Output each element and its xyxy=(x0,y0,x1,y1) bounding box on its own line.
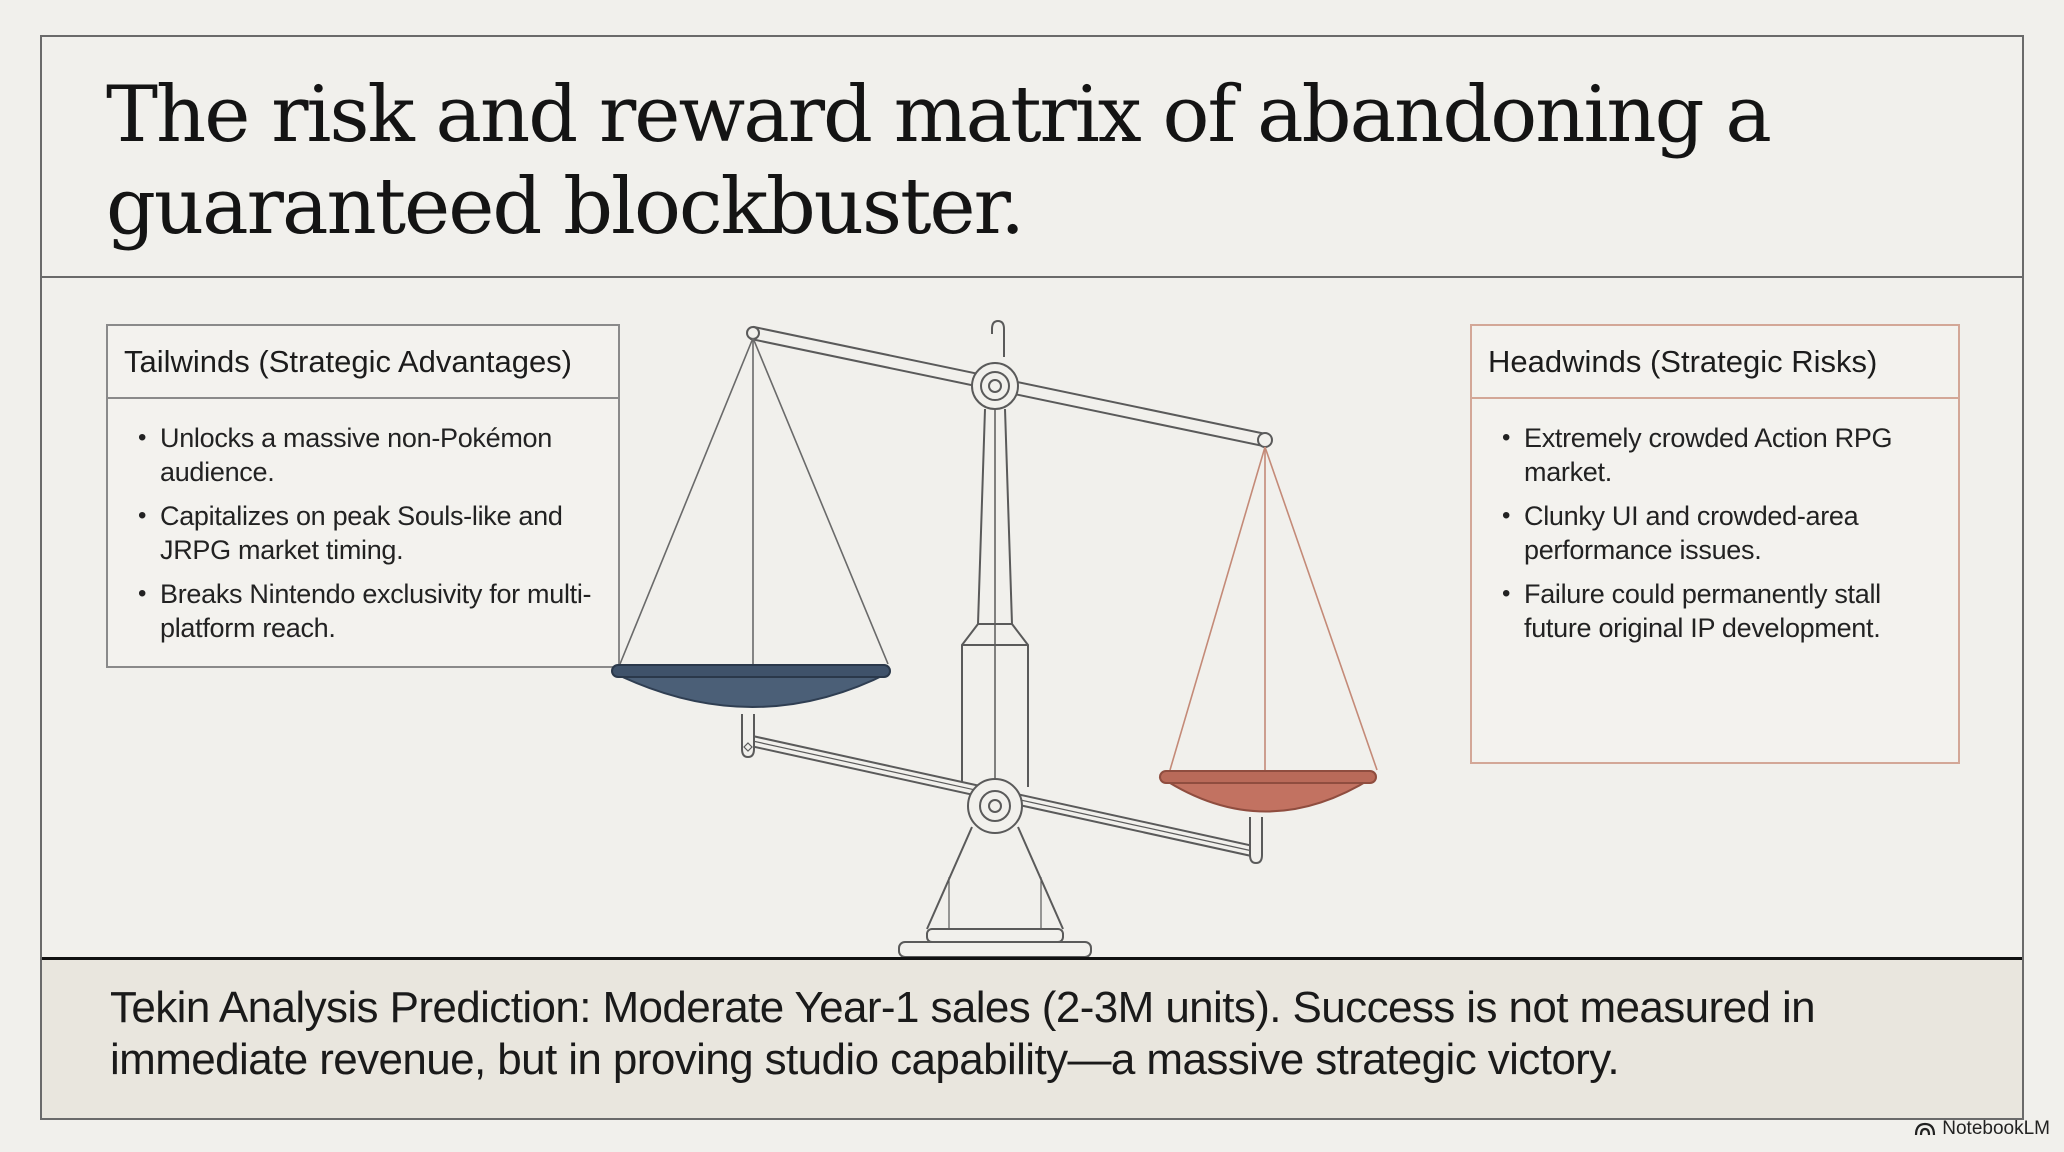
left-pan-strings xyxy=(619,337,889,665)
tailwinds-item: Capitalizes on peak Souls-like and JRPG … xyxy=(138,499,598,567)
right-pan-stem xyxy=(1249,817,1263,865)
tailwinds-panel: Tailwinds (Strategic Advantages) Unlocks… xyxy=(106,324,620,668)
tailwinds-heading: Tailwinds (Strategic Advantages) xyxy=(108,326,618,399)
balance-scale-illustration xyxy=(611,319,1378,958)
scale-base-lower xyxy=(898,941,1092,958)
scale-base-legs xyxy=(926,826,1064,930)
tailwinds-list: Unlocks a massive non-Pokémon audience. … xyxy=(108,399,618,645)
headwinds-item: Failure could permanently stall future o… xyxy=(1502,577,1938,645)
beam-right-end xyxy=(1257,432,1273,448)
headwinds-item: Clunky UI and crowded-area performance i… xyxy=(1502,499,1938,567)
brand-label: NotebookLM xyxy=(1942,1118,2050,1139)
notebooklm-logo-icon xyxy=(1915,1122,1936,1136)
headwinds-heading: Headwinds (Strategic Risks) xyxy=(1472,326,1958,399)
scale-finial xyxy=(991,319,1005,357)
right-pan xyxy=(1158,770,1377,813)
brand-watermark: NotebookLM xyxy=(1914,1118,2050,1140)
lower-pivot xyxy=(967,778,1023,834)
prediction-banner: Tekin Analysis Prediction: Moderate Year… xyxy=(42,957,2022,1118)
slide-frame: The risk and reward matrix of abandoning… xyxy=(40,35,2024,1120)
title-area: The risk and reward matrix of abandoning… xyxy=(42,37,2022,278)
slide-title: The risk and reward matrix of abandoning… xyxy=(106,70,1772,252)
beam-left-end xyxy=(746,326,760,340)
headwinds-panel: Headwinds (Strategic Risks) Extremely cr… xyxy=(1470,324,1960,764)
right-pan-strings xyxy=(1169,446,1378,771)
headwinds-list: Extremely crowded Action RPG market. Clu… xyxy=(1472,399,1958,645)
tailwinds-item: Breaks Nintendo exclusivity for multi-pl… xyxy=(138,577,598,645)
scale-column xyxy=(961,408,1029,787)
top-pivot xyxy=(971,362,1019,410)
tailwinds-item: Unlocks a massive non-Pokémon audience. xyxy=(138,421,598,489)
headwinds-item: Extremely crowded Action RPG market. xyxy=(1502,421,1938,489)
left-pan xyxy=(611,664,891,708)
scale-base-upper xyxy=(926,928,1064,943)
